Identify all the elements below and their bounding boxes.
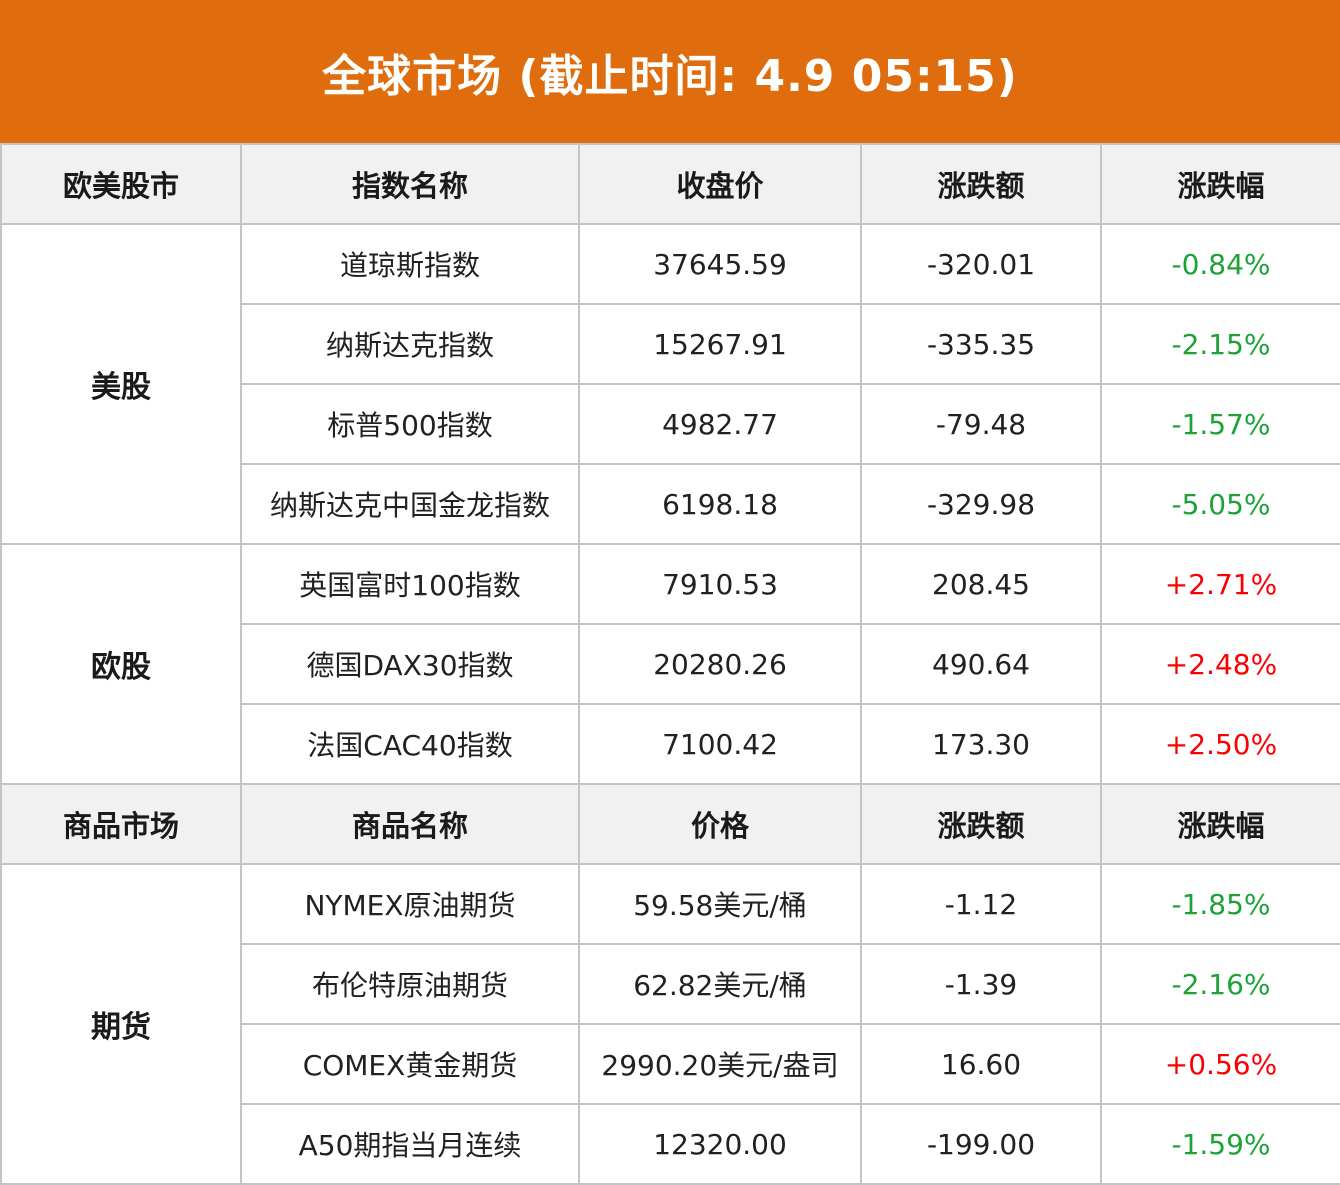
banner: 全球市场 (截止时间: 4.9 05:15) xyxy=(0,0,1340,143)
value-cell: 12320.00 xyxy=(578,1103,862,1185)
pct-cell: -1.59% xyxy=(1100,1103,1340,1185)
value-cell: 7100.42 xyxy=(578,703,862,785)
section-header-stocks: 欧美股市 指数名称 收盘价 涨跌额 涨跌幅 xyxy=(0,143,1340,225)
value-cell: 59.58美元/桶 xyxy=(578,863,862,945)
name-cell: 纳斯达克中国金龙指数 xyxy=(240,463,580,545)
market-table: 欧美股市 指数名称 收盘价 涨跌额 涨跌幅 美股 道琼斯指数 37645.59 … xyxy=(0,143,1340,1185)
col-header-market: 商品市场 xyxy=(0,783,242,865)
value-cell: 7910.53 xyxy=(578,543,862,625)
col-header-pct: 涨跌幅 xyxy=(1100,783,1340,865)
table-row: 德国DAX30指数 20280.26 490.64 +2.48% xyxy=(1,623,1340,705)
value-cell: 6198.18 xyxy=(578,463,862,545)
change-cell: -1.12 xyxy=(860,863,1102,945)
col-header-change: 涨跌额 xyxy=(860,783,1102,865)
table-row: 纳斯达克指数 15267.91 -335.35 -2.15% xyxy=(1,303,1340,385)
table-row: 法国CAC40指数 7100.42 173.30 +2.50% xyxy=(1,703,1340,785)
section-header-commodities: 商品市场 商品名称 价格 涨跌额 涨跌幅 xyxy=(0,783,1340,865)
pct-cell: -1.85% xyxy=(1100,863,1340,945)
banner-title: 全球市场 (截止时间: 4.9 05:15) xyxy=(322,50,1018,102)
col-header-pct: 涨跌幅 xyxy=(1100,143,1340,225)
pct-cell: -0.84% xyxy=(1100,223,1340,305)
pct-cell: -2.16% xyxy=(1100,943,1340,1025)
change-cell: -335.35 xyxy=(860,303,1102,385)
col-header-change: 涨跌额 xyxy=(860,143,1102,225)
value-cell: 2990.20美元/盎司 xyxy=(578,1023,862,1105)
col-header-market: 欧美股市 xyxy=(0,143,242,225)
value-cell: 37645.59 xyxy=(578,223,862,305)
value-cell: 62.82美元/桶 xyxy=(578,943,862,1025)
change-cell: -320.01 xyxy=(860,223,1102,305)
table-row: 纳斯达克中国金龙指数 6198.18 -329.98 -5.05% xyxy=(1,463,1340,545)
change-cell: 16.60 xyxy=(860,1023,1102,1105)
pct-cell: +2.48% xyxy=(1100,623,1340,705)
pct-cell: +2.71% xyxy=(1100,543,1340,625)
pct-cell: +2.50% xyxy=(1100,703,1340,785)
change-cell: -329.98 xyxy=(860,463,1102,545)
table-row: 布伦特原油期货 62.82美元/桶 -1.39 -2.16% xyxy=(1,943,1340,1025)
name-cell: 标普500指数 xyxy=(240,383,580,465)
group-cell-eu-stocks: 欧股 xyxy=(0,543,242,785)
table-row: 标普500指数 4982.77 -79.48 -1.57% xyxy=(1,383,1340,465)
table-row: A50期指当月连续 12320.00 -199.00 -1.59% xyxy=(1,1103,1340,1185)
table-row: 欧股 英国富时100指数 7910.53 208.45 +2.71% xyxy=(0,543,1340,785)
change-cell: 208.45 xyxy=(860,543,1102,625)
value-cell: 4982.77 xyxy=(578,383,862,465)
name-cell: COMEX黄金期货 xyxy=(240,1023,580,1105)
change-cell: 173.30 xyxy=(860,703,1102,785)
name-cell: A50期指当月连续 xyxy=(240,1103,580,1185)
name-cell: 纳斯达克指数 xyxy=(240,303,580,385)
pct-cell: -5.05% xyxy=(1100,463,1340,545)
name-cell: 英国富时100指数 xyxy=(240,543,580,625)
col-header-value: 价格 xyxy=(578,783,862,865)
col-header-name: 指数名称 xyxy=(240,143,580,225)
table-row: COMEX黄金期货 2990.20美元/盎司 16.60 +0.56% xyxy=(1,1023,1340,1105)
pct-cell: -2.15% xyxy=(1100,303,1340,385)
value-cell: 20280.26 xyxy=(578,623,862,705)
group-cell-us-stocks: 美股 xyxy=(0,223,242,545)
name-cell: 德国DAX30指数 xyxy=(240,623,580,705)
table-row: 美股 道琼斯指数 37645.59 -320.01 -0.84% xyxy=(0,223,1340,545)
name-cell: 法国CAC40指数 xyxy=(240,703,580,785)
name-cell: 布伦特原油期货 xyxy=(240,943,580,1025)
pct-cell: -1.57% xyxy=(1100,383,1340,465)
name-cell: 道琼斯指数 xyxy=(240,223,580,305)
value-cell: 15267.91 xyxy=(578,303,862,385)
change-cell: -1.39 xyxy=(860,943,1102,1025)
group-cell-futures: 期货 xyxy=(0,863,242,1185)
change-cell: 490.64 xyxy=(860,623,1102,705)
col-header-name: 商品名称 xyxy=(240,783,580,865)
table-row: 期货 NYMEX原油期货 59.58美元/桶 -1.12 -1.85% xyxy=(0,863,1340,1185)
change-cell: -199.00 xyxy=(860,1103,1102,1185)
name-cell: NYMEX原油期货 xyxy=(240,863,580,945)
change-cell: -79.48 xyxy=(860,383,1102,465)
col-header-value: 收盘价 xyxy=(578,143,862,225)
pct-cell: +0.56% xyxy=(1100,1023,1340,1105)
